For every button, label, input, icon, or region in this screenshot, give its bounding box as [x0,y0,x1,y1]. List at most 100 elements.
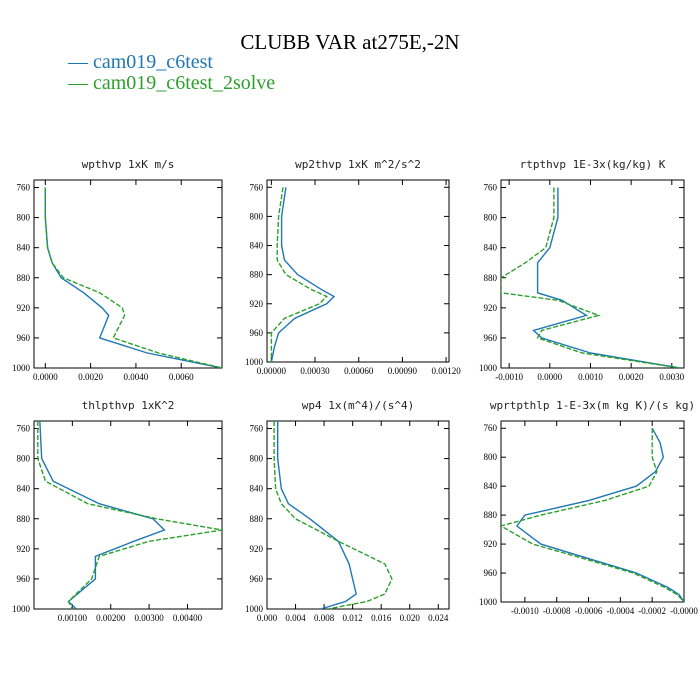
panel-title: wprtpthlp 1-E-3x(m kg K)/(s kg) [490,399,695,412]
x-tick-label: 0.0000 [537,372,562,382]
x-tick-label: 0.00030 [300,366,330,376]
y-tick-label: 1000 [479,363,498,373]
panel-2: wp2thvp 1xK m^2/s^2 760 800 840 880 920 960 100… [245,158,461,376]
y-tick-label: 960 [250,574,264,584]
x-tick-label: 0.00400 [173,613,203,623]
x-tick-label: -0.0006 [575,606,603,616]
y-tick-label: 920 [250,299,264,309]
y-tick-label: 920 [17,303,31,313]
y-tick-label: 800 [17,213,31,223]
series-line-1 [277,421,357,609]
y-tick-label: 840 [484,243,498,253]
y-tick-label: 760 [17,183,31,193]
y-tick-label: 960 [17,333,31,343]
panel-6: wprtpthlp 1-E-3x(m kg K)/(s kg) 760 800 840… [479,399,698,616]
y-tick-label: 760 [484,423,498,433]
y-tick-label: 800 [484,213,498,223]
panel-1: wpthvp 1xK m/s76080084088092096010000.00… [12,158,223,382]
plot-frame [33,420,223,610]
y-tick-label: 1000 [245,604,264,614]
x-tick-label: -0.0010 [495,372,523,382]
y-tick-label: 920 [17,544,31,554]
y-tick-label: 880 [250,270,264,280]
y-tick-label: 760 [250,182,264,192]
x-tick-label: 0.00120 [431,366,461,376]
plot-frame [500,420,685,603]
y-tick-label: 1000 [479,597,498,607]
x-tick-label: 0.0010 [578,372,603,382]
y-tick-label: 800 [250,454,264,464]
panel-title: thlpthvp 1xK^2 [82,399,175,412]
y-tick-label: 880 [17,514,31,524]
x-tick-label: -0.0000 [670,606,698,616]
series-line-2 [37,421,222,609]
series-line-1 [270,187,336,362]
x-tick-label: 0.0040 [124,372,149,382]
panel-title: wpthvp 1xK m/s [82,158,175,171]
panel-title: wp2thvp 1xK m^2/s^2 [295,158,421,171]
series-line-2 [501,428,684,602]
y-tick-label: 920 [484,303,498,313]
x-tick-label: 0.00200 [96,613,126,623]
y-tick-label: 840 [17,484,31,494]
y-tick-label: 880 [250,514,264,524]
y-tick-label: 840 [17,243,31,253]
y-tick-label: 920 [250,544,264,554]
x-tick-label: 0.00300 [134,613,164,623]
y-tick-label: 760 [250,424,264,434]
y-tick-label: 1000 [245,357,264,367]
plot-frame [266,420,450,610]
x-tick-label: 0.0000 [33,372,58,382]
y-tick-label: 840 [484,481,498,491]
x-tick-label: 0.0060 [169,372,194,382]
plot-frame [33,179,223,369]
series-line-2 [44,187,222,368]
series-line-2 [501,187,681,368]
series-line-1 [532,187,681,368]
x-tick-label: -0.0004 [606,606,634,616]
x-tick-label: 0.020 [400,613,421,623]
y-tick-label: 880 [17,273,31,283]
series-line-2 [273,421,393,609]
y-tick-label: 1000 [12,604,31,614]
panel-4: thlpthvp 1xK^2 760 800 840 880 920 960 1000 0.00… [12,399,223,623]
x-tick-label: -0.0010 [511,606,539,616]
panel-5: wp4 1x(m^4)/(s^4)76080084088092096010000… [245,399,450,623]
figure-title: CLUBB VAR at275E,-2N [240,30,460,54]
y-tick-label: 1000 [12,363,31,373]
y-tick-label: 960 [250,328,264,338]
x-tick-label: -0.0002 [638,606,666,616]
x-tick-label: 0.00060 [344,366,374,376]
x-tick-label: 0.00100 [58,613,88,623]
x-tick-label: 0.000 [257,613,278,623]
x-tick-label: 0.004 [285,613,306,623]
x-tick-label: 0.008 [314,613,335,623]
y-tick-label: 920 [484,539,498,549]
y-tick-label: 840 [250,241,264,251]
plot-frame [500,179,685,369]
y-tick-label: 800 [250,211,264,221]
y-tick-label: 760 [17,424,31,434]
x-tick-label: 0.0030 [659,372,684,382]
y-tick-label: 960 [484,568,498,578]
legend-entry-series-2: — cam019_c6test_2solve [68,72,276,94]
y-tick-label: 880 [484,273,498,283]
x-tick-label: 0.0020 [619,372,644,382]
x-tick-label: 0.00090 [388,366,418,376]
y-tick-label: 840 [250,484,264,494]
y-tick-label: 800 [484,452,498,462]
panel-title: rtpthvp 1E-3x(kg/kg) K [520,158,666,171]
legend-entry-series-1: — cam019_c6test [68,51,213,73]
y-tick-label: 880 [484,510,498,520]
y-tick-label: 800 [17,454,31,464]
y-tick-label: 760 [484,183,498,193]
y-tick-label: 960 [484,333,498,343]
y-tick-label: 960 [17,574,31,584]
x-tick-label: 0.012 [343,613,363,623]
series-line-1 [39,421,166,609]
plot-frame [266,179,450,363]
panel-title: wp4 1x(m^4)/(s^4) [302,399,415,412]
x-tick-label: 0.016 [371,613,392,623]
